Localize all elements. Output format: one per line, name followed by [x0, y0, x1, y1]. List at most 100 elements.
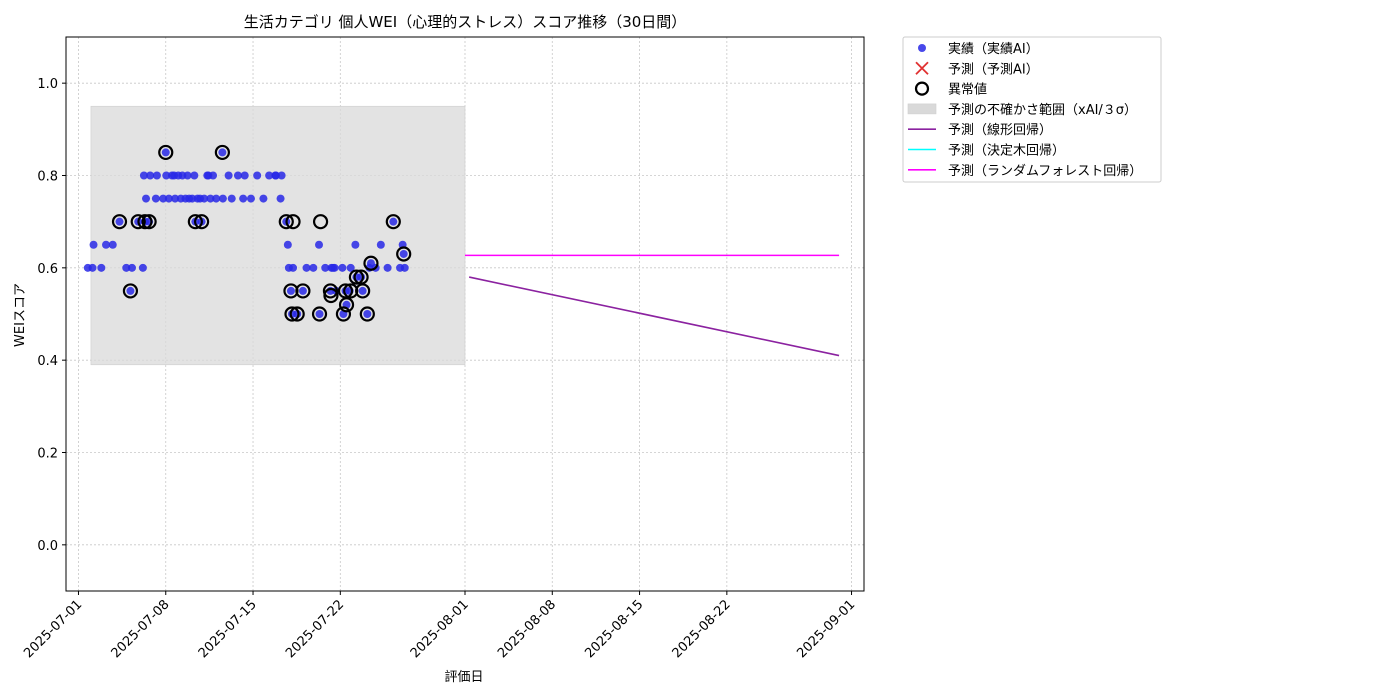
data-point [212, 194, 221, 203]
data-point [224, 171, 233, 180]
legend-marker-point [918, 44, 926, 52]
data-point [265, 171, 274, 180]
x-tick-label: 2025-07-01 [21, 597, 85, 661]
anomaly-ring [359, 306, 375, 322]
data-point [363, 310, 372, 318]
legend-marker-ring [914, 81, 930, 96]
anomaly-ring [335, 306, 352, 322]
anomaly-ring [323, 287, 339, 304]
data-point [271, 171, 280, 180]
data-point [315, 240, 324, 249]
anomaly-ring [396, 246, 412, 262]
data-point [315, 310, 324, 318]
data-point [233, 171, 242, 180]
data-point [389, 217, 398, 226]
anomaly-ring [278, 214, 294, 230]
data-point [126, 286, 135, 295]
anomaly-ring [111, 214, 128, 230]
data-point [227, 194, 236, 203]
anomaly-ring [284, 306, 300, 322]
data-point [298, 286, 307, 295]
x-tick-label: 2025-08-15 [582, 597, 646, 661]
data-point [102, 240, 111, 249]
data-point [183, 171, 192, 180]
anomaly-ring [385, 214, 401, 230]
anomaly-ring [295, 283, 311, 299]
anomaly-ring [122, 283, 139, 299]
chart-title: 生活カテゴリ 個人WEI（心理的ストレス）スコア推移（30日間） [244, 13, 687, 31]
data-point [376, 240, 385, 249]
uncertainty-band [90, 105, 466, 366]
data-point [239, 194, 248, 203]
data-point [151, 194, 160, 203]
data-point [142, 194, 151, 203]
legend-entry-label: 予測の不確かさ範囲（xAI/３σ） [948, 102, 1137, 118]
anomaly-ring [285, 214, 301, 230]
anomaly-ring [158, 144, 174, 161]
anomaly-ring [137, 214, 153, 230]
data-point [218, 148, 227, 157]
data-point [139, 171, 148, 180]
data-point [309, 263, 318, 272]
data-point [161, 148, 170, 157]
data-point [351, 240, 360, 249]
anomaly-ring [187, 214, 203, 230]
data-point [164, 194, 173, 203]
data-point [97, 263, 106, 272]
anomaly-ring [348, 269, 365, 285]
data-point [246, 194, 255, 203]
data-point [302, 263, 311, 272]
data-point [171, 194, 180, 203]
data-point [138, 263, 147, 272]
data-point [146, 171, 155, 180]
data-point [122, 263, 131, 272]
data-point [330, 263, 339, 272]
legend-marker-x [915, 61, 929, 75]
data-point [152, 171, 161, 180]
y-tick-label: 0.4 [37, 354, 58, 369]
legend-entry-label: 予測（線形回帰） [948, 122, 1052, 138]
y-tick-label: 0.2 [37, 447, 58, 462]
data-point [358, 286, 367, 295]
anomaly-ring [193, 214, 210, 230]
legend-entry-label: 実績（実績AI） [948, 41, 1039, 57]
anomaly-ring [363, 255, 379, 271]
data-point [190, 171, 199, 180]
data-point [259, 194, 268, 203]
forecast-line [468, 276, 840, 357]
data-point [209, 171, 218, 180]
data-point [253, 171, 262, 180]
data-point [321, 263, 330, 272]
legend-entry-label: 異常値 [948, 82, 987, 98]
data-point [283, 240, 292, 249]
legend-box [902, 36, 1162, 183]
data-point [88, 263, 97, 272]
data-point [162, 171, 171, 180]
anomaly-ring [312, 214, 329, 230]
x-axis-label: 評価日 [444, 670, 483, 685]
data-point [286, 286, 295, 295]
data-point [127, 263, 136, 272]
data-point [115, 217, 124, 226]
x-tick-label: 2025-08-08 [495, 597, 559, 661]
anomaly-ring [289, 306, 305, 322]
x-tick-label: 2025-09-01 [794, 597, 858, 661]
data-point [277, 171, 286, 180]
y-tick-label: 1.0 [37, 77, 58, 92]
anomaly-ring [214, 144, 230, 161]
anomaly-ring [141, 214, 157, 230]
data-point [276, 194, 285, 203]
anomaly-ring [355, 283, 371, 299]
data-point [240, 171, 249, 180]
data-point [200, 194, 209, 203]
legend-marker-band [907, 103, 937, 115]
anomaly-ring [311, 306, 328, 322]
legend-entry-label: 予測（予測AI） [948, 62, 1039, 77]
anomaly-ring [338, 297, 355, 313]
x-tick-label: 2025-07-08 [109, 597, 173, 661]
data-point [89, 240, 98, 249]
y-axis-label: WEIスコア [13, 283, 28, 347]
x-tick-label: 2025-07-22 [283, 597, 347, 661]
x-tick-label: 2025-08-22 [670, 597, 734, 661]
